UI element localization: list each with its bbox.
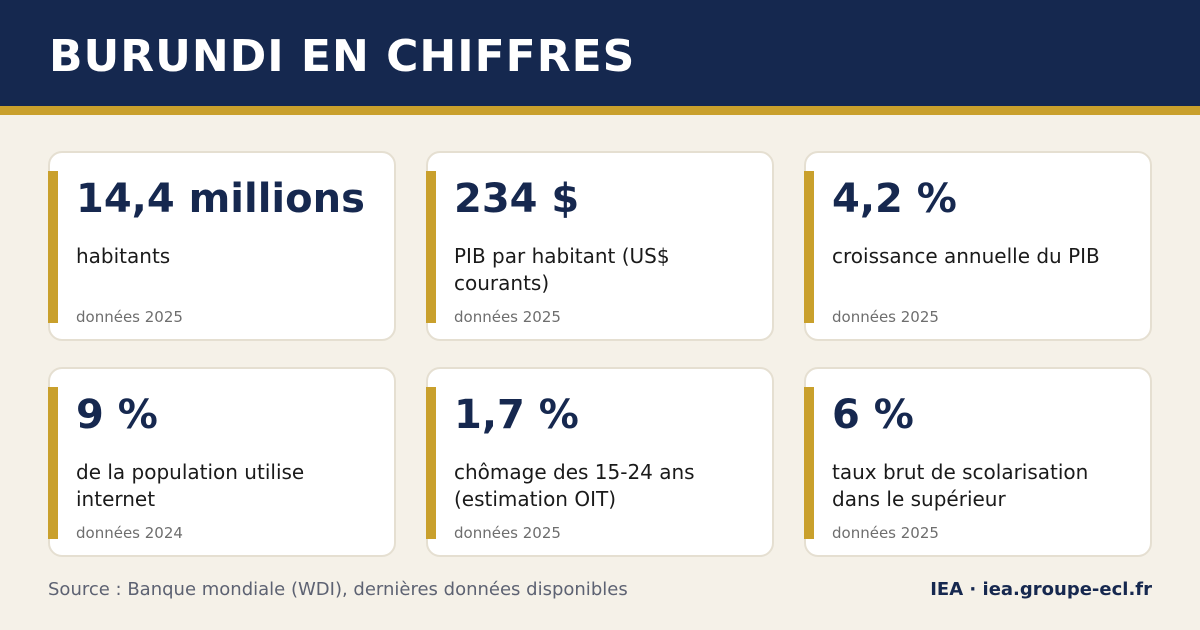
stat-label: taux brut de scolarisation dans le supér… xyxy=(832,460,1089,511)
card-accent-bar xyxy=(426,387,436,539)
stat-card-gdp-growth: 4,2 % croissance annuelle du PIB données… xyxy=(804,151,1152,341)
stat-card-tertiary-enrolment: 6 % taux brut de scolarisation dans le s… xyxy=(804,367,1152,557)
stat-value: 234 $ xyxy=(454,176,580,222)
stat-card-internet-use: 9 % de la population utilise internet do… xyxy=(48,367,396,557)
stat-label: chômage des 15-24 ans (estimation OIT) xyxy=(454,460,695,511)
card-accent-bar xyxy=(804,387,814,539)
stat-year-note: données 2025 xyxy=(76,308,183,326)
card-accent-bar xyxy=(426,171,436,323)
stat-year-note: données 2025 xyxy=(832,308,939,326)
brand-credit: IEA · iea.groupe-ecl.fr xyxy=(930,579,1152,600)
stat-year-note: données 2025 xyxy=(454,308,561,326)
stat-label: PIB par habitant (US$ courants) xyxy=(454,244,670,295)
header-divider xyxy=(0,106,1200,115)
header-banner: BURUNDI EN CHIFFRES xyxy=(0,0,1200,106)
stat-value: 9 % xyxy=(76,392,158,438)
stat-year-note: données 2025 xyxy=(832,524,939,542)
stat-value: 4,2 % xyxy=(832,176,957,222)
source-note: Source : Banque mondiale (WDI), dernière… xyxy=(48,579,628,600)
card-accent-bar xyxy=(48,171,58,323)
stat-value: 1,7 % xyxy=(454,392,579,438)
stat-card-population: 14,4 millions habitants données 2025 xyxy=(48,151,396,341)
page-title: BURUNDI EN CHIFFRES xyxy=(49,31,636,82)
stat-card-gdp-per-capita: 234 $ PIB par habitant (US$ courants) do… xyxy=(426,151,774,341)
stat-label: de la population utilise internet xyxy=(76,460,305,511)
card-accent-bar xyxy=(804,171,814,323)
stat-value: 14,4 millions xyxy=(76,176,365,222)
stat-label: croissance annuelle du PIB xyxy=(832,244,1100,268)
stat-label: habitants xyxy=(76,244,171,268)
stat-year-note: données 2024 xyxy=(76,524,183,542)
card-accent-bar xyxy=(48,387,58,539)
stat-year-note: données 2025 xyxy=(454,524,561,542)
stat-card-youth-unemployment: 1,7 % chômage des 15-24 ans (estimation … xyxy=(426,367,774,557)
stat-value: 6 % xyxy=(832,392,914,438)
